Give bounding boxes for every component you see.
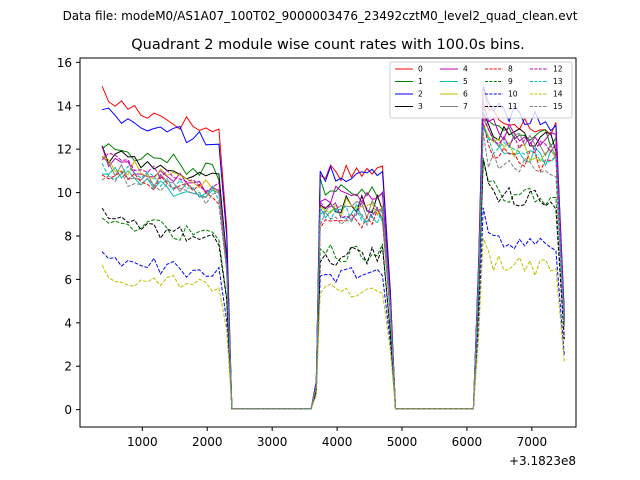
series-line-2 [101,86,565,410]
legend-label-14: 14 [553,90,563,99]
y-tick-label: 14 [57,99,72,113]
series-line-15 [101,131,565,410]
legend-label-3: 3 [418,102,423,111]
y-tick-label: 10 [57,186,72,200]
legend-label-11: 11 [508,102,518,111]
legend-label-13: 13 [553,77,563,86]
legend-label-8: 8 [508,65,513,74]
series-layer [101,86,565,410]
y-axis: 0 2 4 6 8 10 12 14 16 [57,56,80,417]
data-file-label: Data file: modeM0/AS1A07_100T02_90000034… [63,9,578,23]
x-tick-label: 1000 [127,435,158,449]
legend-label-0: 0 [418,65,423,74]
x-tick-label: 3000 [257,435,288,449]
legend-label-15: 15 [553,102,563,111]
x-axis: 1000 2000 3000 4000 5000 6000 7000 [127,427,547,449]
legend-label-5: 5 [463,77,468,86]
y-tick-label: 16 [57,56,72,70]
legend-label-4: 4 [463,65,468,74]
y-tick-label: 12 [57,143,72,157]
y-tick-label: 2 [64,360,72,374]
x-tick-label: 6000 [452,435,483,449]
x-tick-label: 2000 [192,435,223,449]
series-line-8 [101,122,565,410]
series-line-10 [101,207,565,410]
series-line-9 [101,157,565,410]
plot-frame [79,57,577,428]
x-tick-label: 7000 [517,435,548,449]
x-tick-label: 5000 [387,435,418,449]
legend-box [389,61,573,119]
y-tick-label: 6 [64,273,72,287]
y-tick-label: 4 [64,316,72,330]
legend-label-7: 7 [463,102,468,111]
legend-label-1: 1 [418,77,423,86]
legend-label-6: 6 [463,90,468,99]
x-tick-label: 4000 [322,435,353,449]
legend-label-9: 9 [508,77,513,86]
series-line-1 [101,105,565,410]
chart-title: Quadrant 2 module wise count rates with … [131,37,525,53]
series-line-4 [101,101,565,410]
x-offset-label: +3.1823e8 [509,454,576,468]
y-tick-label: 0 [64,403,72,417]
legend-label-2: 2 [418,90,423,99]
y-tick-label: 8 [64,229,72,243]
series-line-13 [101,125,565,410]
legend-label-12: 12 [553,65,563,74]
series-line-11 [101,159,565,410]
series-line-14 [101,238,565,410]
legend-label-10: 10 [508,90,518,99]
